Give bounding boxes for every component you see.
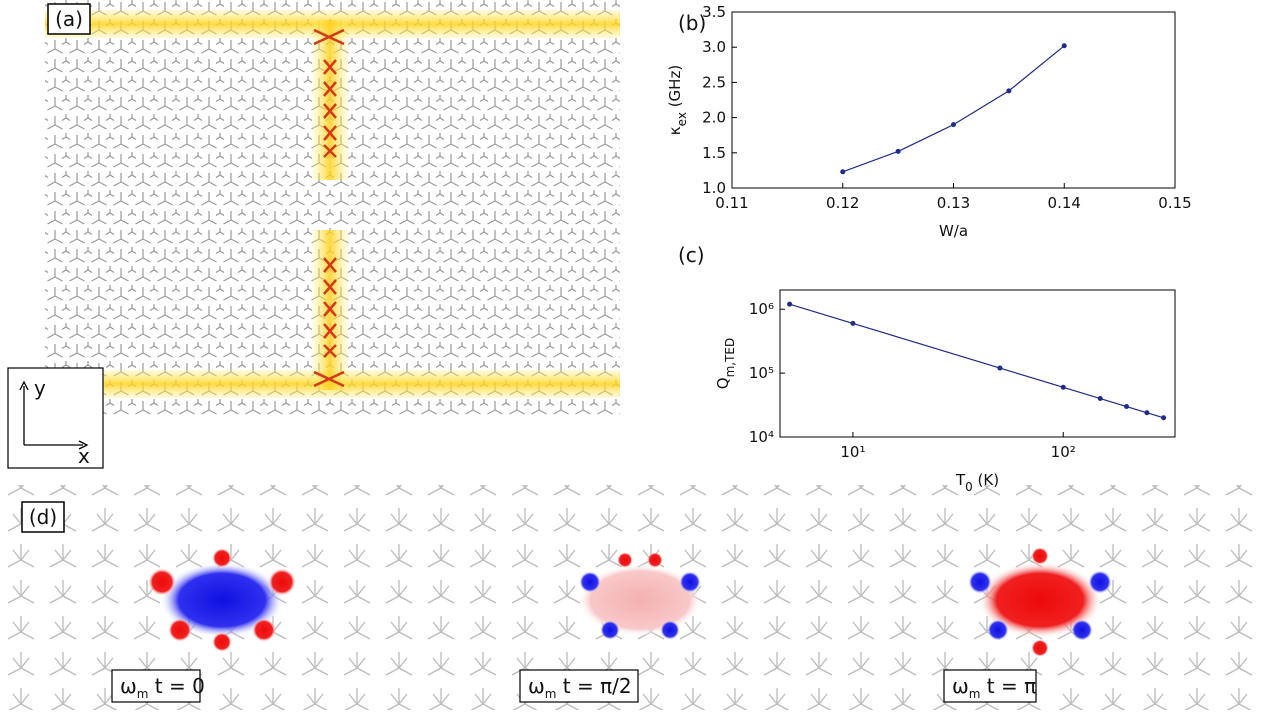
axis-title: κex (GHz) [666,65,689,135]
y-tick-label: 3.5 [702,3,726,21]
axis-title-part: (K) [973,471,999,489]
axis-title-part: m,TED [723,338,737,378]
mode-2 [968,547,1112,657]
axis-title-part: 0 [965,480,973,494]
y-tick-label: 10⁵ [749,364,774,382]
data-point [1061,43,1067,49]
y-tick-label: 2.0 [702,109,726,127]
phase-box [519,669,639,703]
panel-d: (d) ωm t = 0 ωm t = π/2 ωm t = π [0,485,1265,710]
data-point [1060,384,1066,390]
data-point [1006,88,1012,94]
y-tick-label: 10⁴ [749,428,774,446]
y-tick-label: 10⁶ [749,300,774,318]
panel-label: (d) [29,505,57,529]
phase-label: ωm t = π/2 [528,674,632,701]
mode-0 [148,548,296,652]
plot-frame [731,11,1176,189]
phase-box [111,669,201,703]
axis-title-part: (GHz) [666,65,684,112]
x-tick-label: 10¹ [840,443,865,461]
panel-label-box [21,501,65,533]
data-line [789,303,1164,419]
phase-box [943,669,1037,703]
data-point [895,148,901,154]
y-tick-label: 1.5 [702,144,726,162]
x-tick-label: 0.14 [1048,194,1081,212]
data-point [997,365,1003,371]
axis-title-part: W/a [939,222,968,240]
panel-label: (b) [678,11,706,35]
y-tick-label: 3.0 [702,38,726,56]
x-tick-label: 10² [1051,443,1076,461]
axis-title-part: κ [666,126,684,135]
data-line [842,45,1065,173]
y-tick-label: 2.5 [702,73,726,91]
axis-title: W/a [939,222,968,240]
axis-title-part: ex [675,112,689,126]
arrow-heads [19,380,89,450]
axis-title: Qm,TED [714,338,737,389]
axis-x-label: x [78,444,90,468]
charts: 0.11 0.12 0.13 0.14 0.15 1.0 1.5 2.0 2.5 3.0 3.5 W/… [666,3,1192,494]
data-point [840,169,846,175]
x-tick-label: 0.11 [715,194,748,212]
x-tick-label: 0.13 [937,194,970,212]
x-tick-label: 0.12 [826,194,859,212]
cavity-field [312,20,348,180]
panel-label: (c) [678,243,705,267]
data-point [1161,415,1167,421]
axis-y-label: y [34,376,46,400]
phase-label: ωm t = π [952,674,1036,701]
plot-frame [779,289,1176,438]
data-point [951,122,956,128]
phase-label: ωm t = 0 [120,674,205,701]
axis-title-part: T [955,471,966,489]
mode-1 [578,552,702,640]
data-point [787,301,793,307]
data-point [1124,404,1130,410]
data-point [1097,396,1103,402]
axis-title-part: Q [714,377,732,389]
x-tick-label: 0.15 [1158,194,1191,212]
panel-a: (a) y x [7,0,620,469]
axis-title: T0 (K) [955,471,999,494]
axes-arrows [23,386,83,446]
data-point [850,320,856,326]
data-point [1144,410,1150,416]
panel-label: (a) [55,7,83,31]
panel-label-box [47,3,91,35]
y-tick-label: 1.0 [702,179,726,197]
cavity-hotspots [313,28,345,388]
